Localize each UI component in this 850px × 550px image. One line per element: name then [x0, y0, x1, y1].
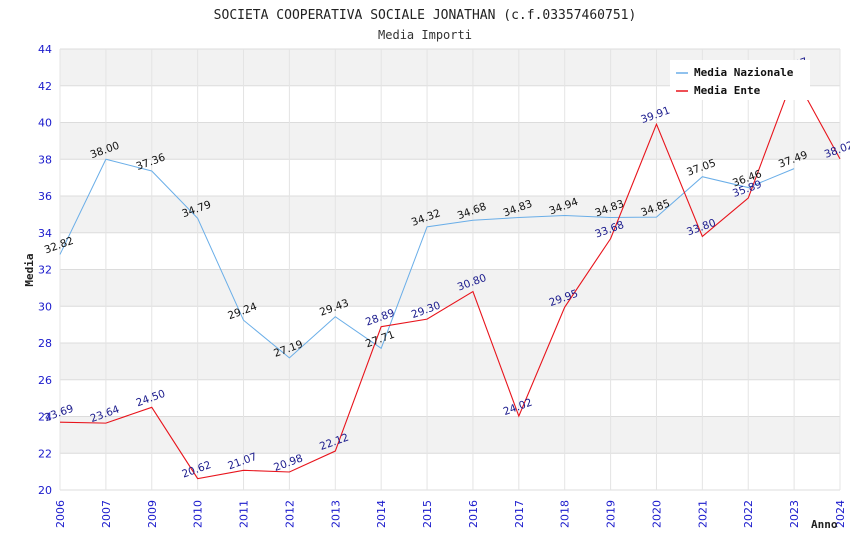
y-tick-label: 38	[38, 153, 52, 166]
x-tick-label: 2023	[788, 500, 801, 528]
y-tick-label: 24	[38, 411, 52, 424]
x-tick-label: 2017	[513, 500, 526, 528]
grid-band	[60, 232, 840, 270]
x-tick-label: 2014	[375, 500, 388, 528]
y-tick-label: 32	[38, 264, 52, 277]
y-tick-label: 22	[38, 447, 52, 460]
legend-box	[670, 60, 810, 100]
grid-band	[60, 416, 840, 454]
x-tick-label: 2010	[192, 500, 205, 528]
grid-bands	[60, 49, 840, 490]
x-tick-label: 2019	[605, 500, 618, 528]
x-tick-label: 2015	[421, 500, 434, 528]
x-tick-label: 2006	[54, 500, 67, 528]
grid-lines	[59, 48, 841, 491]
chart-title: SOCIETA COOPERATIVA SOCIALE JONATHAN (c.…	[214, 8, 637, 23]
grid-band	[60, 269, 840, 307]
x-tick-label: 2007	[100, 500, 113, 528]
y-tick-label: 44	[38, 43, 52, 56]
y-tick-label: 26	[38, 374, 52, 387]
x-tick-label: 2020	[650, 500, 663, 528]
x-tick-label: 2018	[559, 500, 572, 528]
x-axis-ticks: 2006 2007 2009 2010 2011 2012 2013 2014 2015 2016…	[54, 500, 847, 528]
x-tick-label: 2022	[742, 500, 755, 528]
series-line-media-ente	[59, 73, 841, 480]
grid-band	[60, 122, 840, 160]
y-tick-label: 30	[38, 300, 52, 313]
series-lines	[59, 73, 841, 480]
x-tick-label: 2011	[238, 500, 251, 528]
grid-band	[60, 453, 840, 490]
y-tick-label: 34	[38, 227, 52, 240]
grid-band	[60, 379, 840, 417]
y-axis-ticks: 20 22 24 26 28 30 32 34 36 38 40 42 44	[38, 43, 52, 497]
grid-band	[60, 159, 840, 196]
y-axis-label: Media	[23, 253, 36, 286]
x-axis-label: Anno	[811, 518, 838, 531]
grid-band	[60, 306, 840, 343]
x-tick-label: 2013	[329, 500, 342, 528]
x-tick-label: 2021	[696, 500, 709, 528]
chart-subtitle: Media Importi	[378, 28, 472, 42]
legend: Media Nazionale Media Ente	[670, 60, 810, 100]
legend-label-media-nazionale: Media Nazionale	[694, 66, 794, 79]
y-tick-label: 40	[38, 117, 52, 130]
grid-band	[60, 343, 840, 380]
grid-band	[60, 196, 840, 233]
series-line-media-nazionale	[59, 158, 795, 359]
y-tick-label: 20	[38, 484, 52, 497]
legend-label-media-ente: Media Ente	[694, 84, 761, 97]
y-tick-label: 28	[38, 337, 52, 350]
x-tick-label: 2016	[467, 500, 480, 528]
x-tick-label: 2012	[283, 500, 296, 528]
x-tick-label: 2024	[834, 500, 847, 528]
y-tick-label: 42	[38, 80, 52, 93]
x-tick-label: 2009	[146, 500, 159, 528]
y-tick-label: 36	[38, 190, 52, 203]
